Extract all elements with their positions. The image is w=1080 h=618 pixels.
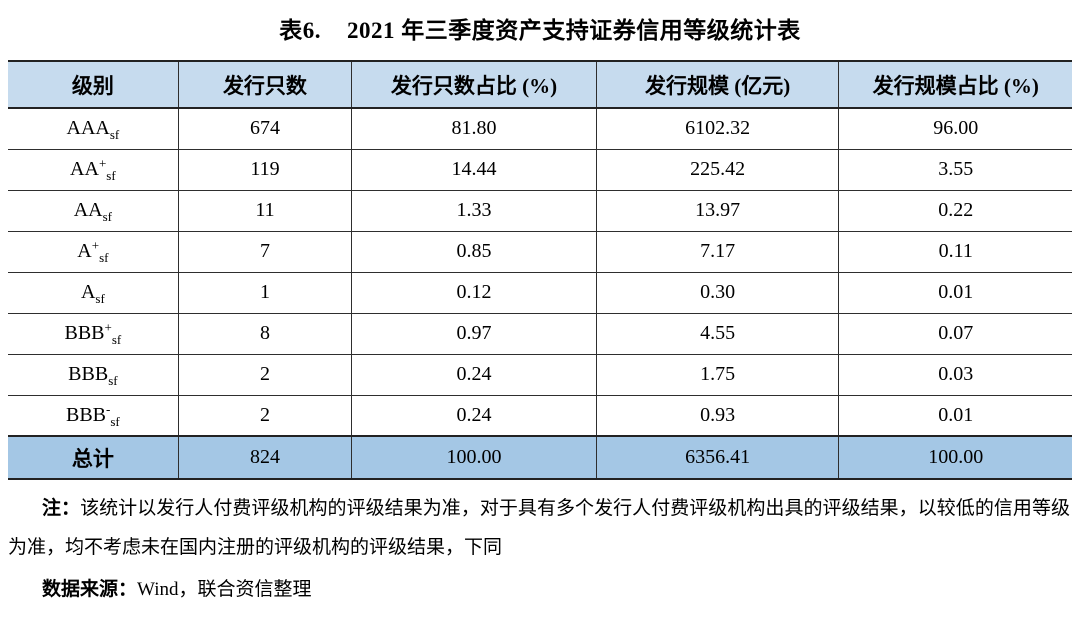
value-cell: 824 (177, 435, 352, 479)
value-cell: 0.03 (838, 353, 1072, 395)
table-row: BBBsf 2 0.24 1.75 0.03 (8, 353, 1072, 395)
footnote-label: 注： (42, 498, 81, 519)
grade-cell: AAsf (8, 189, 179, 231)
value-cell: 7.17 (595, 230, 839, 272)
value-cell: 13.97 (595, 189, 839, 231)
value-cell: 7 (177, 230, 352, 272)
value-cell: 0.01 (838, 394, 1072, 436)
table-row: AAsf 11 1.33 13.97 0.22 (8, 189, 1072, 231)
value-cell: 0.12 (351, 271, 597, 313)
column-header: 级别 (8, 61, 179, 109)
value-cell: 1.75 (595, 353, 839, 395)
value-cell: 96.00 (838, 108, 1072, 149)
value-cell: 2 (177, 394, 352, 436)
value-cell: 14.44 (351, 148, 597, 190)
grade-cell: AA+sf (8, 148, 179, 190)
table-row: Asf 1 0.12 0.30 0.01 (8, 271, 1072, 313)
value-cell: 674 (177, 108, 352, 149)
table-row: BBB-sf 2 0.24 0.93 0.01 (8, 394, 1072, 436)
footnote-text: 该统计以发行人付费评级机构的评级结果为准，对于具有多个发行人付费评级机构出具的评… (8, 498, 1070, 558)
value-cell: 0.01 (838, 271, 1072, 313)
value-cell: 0.24 (351, 394, 597, 436)
data-source: 数据来源：Wind，联合资信整理 (8, 572, 1070, 608)
footnote: 注：该统计以发行人付费评级机构的评级结果为准，对于具有多个发行人付费评级机构出具… (8, 489, 1070, 567)
value-cell: 6102.32 (595, 108, 839, 149)
value-cell: 119 (177, 148, 352, 190)
grade-cell: Asf (8, 271, 179, 313)
value-cell: 225.42 (595, 148, 839, 190)
total-label-cell: 总计 (8, 435, 179, 479)
value-cell: 1 (177, 271, 352, 313)
column-header: 发行规模占比 (%) (838, 61, 1072, 109)
value-cell: 0.07 (838, 312, 1072, 354)
value-cell: 81.80 (351, 108, 597, 149)
caption-text: 2021 年三季度资产支持证券信用等级统计表 (347, 18, 801, 43)
total-row: 总计 824 100.00 6356.41 100.00 (8, 435, 1072, 479)
grade-cell: BBBsf (8, 353, 179, 395)
table-row: BBB+sf 8 0.97 4.55 0.07 (8, 312, 1072, 354)
value-cell: 0.11 (838, 230, 1072, 272)
data-source-text: Wind，联合资信整理 (137, 579, 312, 600)
value-cell: 0.22 (838, 189, 1072, 231)
ratings-statistics-table: 级别 发行只数 发行只数占比 (%) 发行规模 (亿元) 发行规模占比 (%) AAAs… (8, 60, 1072, 480)
value-cell: 8 (177, 312, 352, 354)
value-cell: 2 (177, 353, 352, 395)
grade-cell: BBB+sf (8, 312, 179, 354)
grade-cell: AAAsf (66, 117, 120, 143)
value-cell: 100.00 (838, 435, 1072, 479)
table-body: AAAsf 674 81.80 6102.32 96.00 AA+sf 119 14.44 22… (8, 108, 1072, 479)
table-caption: 表6. 2021 年三季度资产支持证券信用等级统计表 (0, 0, 1080, 45)
data-source-label: 数据来源： (42, 579, 138, 600)
value-cell: 0.24 (351, 353, 597, 395)
value-cell: 0.93 (595, 394, 839, 436)
caption-label: 表6. (279, 18, 321, 43)
value-cell: 11 (177, 189, 352, 231)
value-cell: 6356.41 (595, 435, 839, 479)
value-cell: 0.97 (351, 312, 597, 354)
value-cell: 0.30 (595, 271, 839, 313)
column-header: 发行规模 (亿元) (595, 61, 839, 109)
grade-cell: BBB-sf (8, 394, 179, 436)
table-row: AAAsf 674 81.80 6102.32 96.00 (8, 108, 1072, 149)
value-cell: 100.00 (351, 435, 597, 479)
header-row: 级别 发行只数 发行只数占比 (%) 发行规模 (亿元) 发行规模占比 (%) (8, 61, 1072, 109)
table-row: A+sf 7 0.85 7.17 0.11 (8, 230, 1072, 272)
column-header: 发行只数占比 (%) (351, 61, 597, 109)
value-cell: 1.33 (351, 189, 597, 231)
value-cell: 0.85 (351, 230, 597, 272)
table-row: AA+sf 119 14.44 225.42 3.55 (8, 148, 1072, 190)
value-cell: 3.55 (838, 148, 1072, 190)
value-cell: 4.55 (595, 312, 839, 354)
grade-cell: A+sf (8, 230, 179, 272)
column-header: 发行只数 (177, 61, 352, 109)
